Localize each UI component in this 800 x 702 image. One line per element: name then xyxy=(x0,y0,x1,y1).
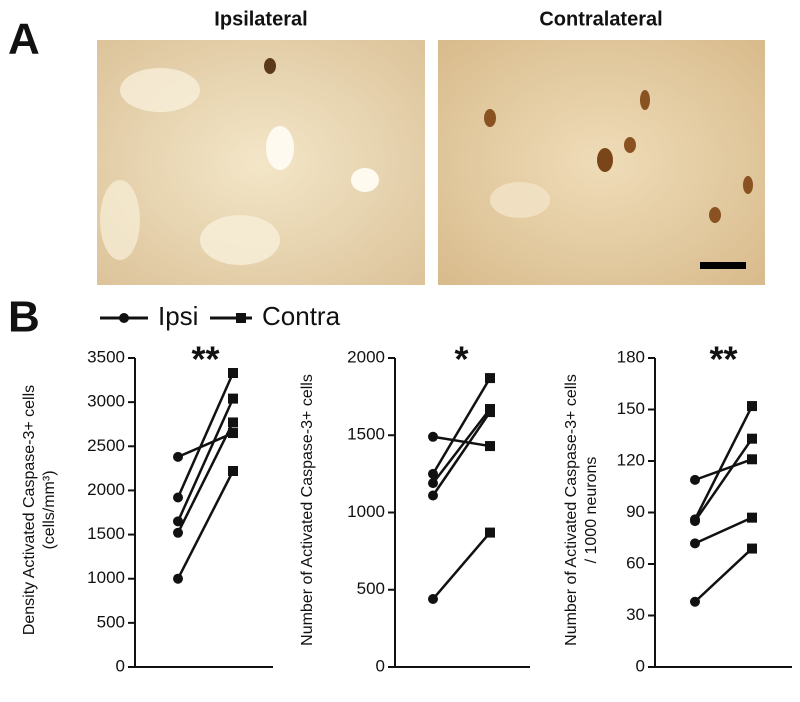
y-tick-label: 90 xyxy=(626,502,645,521)
ipsi-point xyxy=(690,474,700,485)
ipsi-point xyxy=(173,516,183,527)
contra-point xyxy=(228,428,238,439)
y-tick-label: 2000 xyxy=(87,480,125,499)
ipsi-point xyxy=(690,516,700,527)
y-tick-label: 0 xyxy=(636,656,645,675)
pair-line xyxy=(177,431,234,459)
pair-line xyxy=(694,458,753,482)
ipsi-point xyxy=(428,431,438,442)
y-tick-label: 500 xyxy=(97,612,125,631)
image-title: Ipsilateral xyxy=(214,8,307,30)
contra-point xyxy=(747,433,757,444)
ipsi-point xyxy=(690,538,700,549)
y-tick-label: 1500 xyxy=(87,524,125,543)
contra-point xyxy=(747,401,757,412)
ipsi-point xyxy=(428,490,438,501)
contra-point xyxy=(485,407,495,418)
y-tick-label: 0 xyxy=(376,656,385,675)
y-tick-label: 3000 xyxy=(87,392,125,411)
pair-line xyxy=(431,411,492,497)
contra-point xyxy=(228,466,238,477)
pair-line xyxy=(432,408,491,484)
y-axis-label: (cells/mm³) xyxy=(41,470,58,549)
image-title: Contralateral xyxy=(539,8,662,30)
pair-line xyxy=(176,372,235,498)
panel-label: A xyxy=(8,15,40,64)
contra-point xyxy=(485,441,495,452)
y-tick-label: 2500 xyxy=(87,436,125,455)
y-tick-label: 180 xyxy=(617,347,645,366)
ipsi-point xyxy=(173,573,183,584)
pair-line xyxy=(693,405,754,520)
pair-line xyxy=(432,531,491,600)
pair-line xyxy=(176,421,235,534)
ipsi-point xyxy=(173,492,183,503)
ipsi-point xyxy=(428,478,438,489)
ipsi-point xyxy=(428,468,438,479)
pair-line xyxy=(694,516,753,545)
micrograph xyxy=(97,40,425,285)
significance: ** xyxy=(191,339,219,380)
contra-point xyxy=(228,417,238,428)
y-axis-label: Number of Activated Caspase-3+ cells xyxy=(563,374,580,646)
y-tick-label: 150 xyxy=(617,399,645,418)
y-tick-label: 1000 xyxy=(87,568,125,587)
y-tick-label: 2000 xyxy=(347,347,385,366)
panel-label: B xyxy=(8,293,40,342)
y-axis-label: / 1000 neurons xyxy=(583,457,600,564)
y-axis-label: Number of Activated Caspase-3+ cells xyxy=(299,374,316,646)
legend-label: Contra xyxy=(262,301,341,331)
y-tick-label: 1000 xyxy=(347,502,385,521)
y-tick-label: 120 xyxy=(617,450,645,469)
y-tick-label: 1500 xyxy=(347,425,385,444)
y-tick-label: 60 xyxy=(626,553,645,572)
contra-point xyxy=(485,373,495,384)
contra-point xyxy=(228,393,238,404)
y-tick-label: 30 xyxy=(626,605,645,624)
y-tick-label: 500 xyxy=(357,579,385,598)
contra-point xyxy=(747,454,757,465)
y-tick-label: 0 xyxy=(116,656,125,675)
pair-line xyxy=(176,398,235,522)
pair-line xyxy=(693,437,754,522)
contra-point xyxy=(485,527,495,538)
y-tick-label: 3500 xyxy=(87,347,125,366)
significance: ** xyxy=(709,339,737,380)
pair-line xyxy=(176,470,235,580)
contra-point xyxy=(747,543,757,554)
legend-label: Ipsi xyxy=(158,301,198,331)
contra-point xyxy=(228,368,238,379)
pair-line xyxy=(431,377,492,475)
significance: * xyxy=(454,339,468,380)
ipsi-point xyxy=(173,451,183,462)
ipsi-point xyxy=(690,596,700,607)
pair-line xyxy=(432,435,491,448)
ipsi-point xyxy=(173,527,183,538)
micrograph xyxy=(438,40,765,285)
ipsi-point xyxy=(428,594,438,605)
contra-point xyxy=(747,512,757,523)
pair-line xyxy=(694,547,753,603)
legend: Ipsi Contra xyxy=(100,301,341,331)
y-axis-label: Density Activated Caspase-3+ cells xyxy=(21,385,38,635)
